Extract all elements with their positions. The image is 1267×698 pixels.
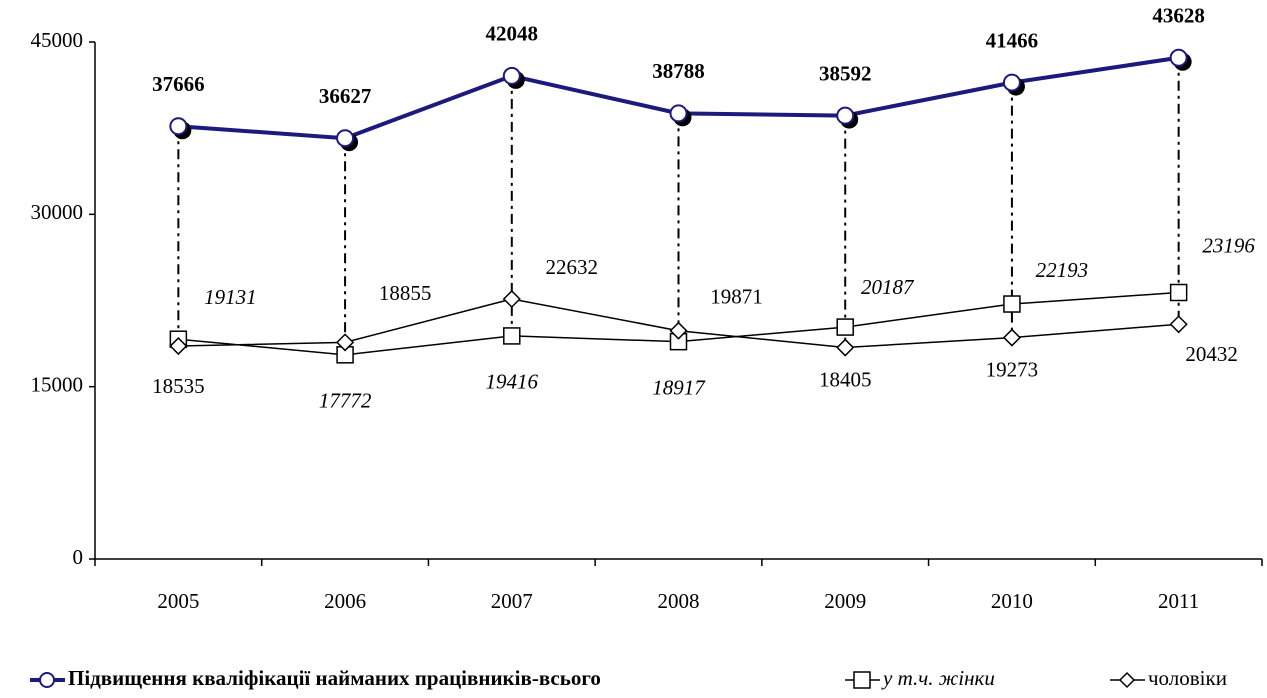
- point: [169, 117, 188, 136]
- data-label: 19871: [710, 285, 763, 309]
- point: [836, 318, 854, 336]
- data-label: 20187: [861, 275, 915, 299]
- x-tick-label: 2007: [491, 589, 533, 613]
- legend-label: Підвищення кваліфікації найманих працівн…: [68, 666, 601, 690]
- point: [1169, 283, 1188, 302]
- data-label: 22632: [546, 255, 599, 279]
- data-label: 19416: [486, 370, 539, 394]
- data-label: 18855: [379, 281, 432, 305]
- data-label: 38592: [819, 61, 872, 85]
- point: [1169, 48, 1188, 67]
- legend-marker: [39, 672, 55, 688]
- data-label: 23196: [1202, 233, 1255, 257]
- point: [502, 66, 521, 85]
- point: [169, 336, 188, 356]
- point: [502, 289, 521, 309]
- point: [836, 338, 855, 357]
- legend-label: у т.ч. жінки: [881, 666, 995, 690]
- data-label: 17772: [319, 389, 372, 413]
- data-label: 19273: [986, 357, 1039, 381]
- data-label: 18405: [819, 367, 872, 391]
- data-label: 22193: [1036, 258, 1089, 282]
- data-label: 37666: [152, 72, 205, 96]
- data-label: 36627: [319, 84, 372, 108]
- y-tick-label: 15000: [31, 372, 84, 396]
- point: [336, 129, 355, 148]
- point: [1003, 295, 1021, 313]
- data-label: 19131: [204, 285, 257, 309]
- point: [1169, 315, 1188, 334]
- point: [669, 104, 688, 123]
- data-label: 43628: [1152, 4, 1205, 28]
- x-tick-label: 2009: [824, 589, 866, 613]
- y-tick-label: 45000: [31, 28, 84, 52]
- point: [503, 327, 521, 345]
- legend-marker: [1118, 671, 1136, 689]
- y-tick-label: 30000: [31, 200, 84, 224]
- data-label: 18917: [652, 375, 706, 399]
- data-label: 20432: [1185, 342, 1238, 366]
- point: [1002, 328, 1021, 347]
- point: [836, 106, 855, 125]
- x-tick-label: 2005: [157, 589, 199, 613]
- data-label: 18535: [152, 374, 205, 398]
- legend-marker: [853, 671, 871, 689]
- x-tick-label: 2010: [991, 589, 1033, 613]
- x-tick-label: 2006: [324, 589, 366, 613]
- data-label: 41466: [986, 28, 1039, 52]
- legend-label: чоловіки: [1148, 666, 1227, 690]
- x-tick-label: 2008: [658, 589, 700, 613]
- data-label: 42048: [486, 22, 539, 46]
- y-tick-label: 0: [73, 545, 84, 569]
- point: [1002, 73, 1021, 92]
- data-label: 38788: [652, 59, 705, 83]
- point: [336, 333, 355, 352]
- x-tick-label: 2011: [1158, 589, 1199, 613]
- point: [669, 321, 688, 340]
